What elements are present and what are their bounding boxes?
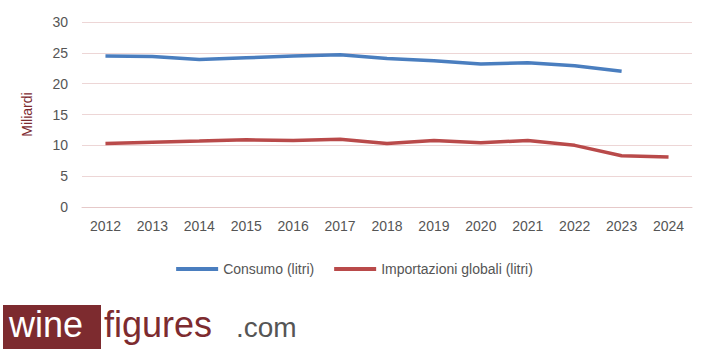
svg-text:2019: 2019 (418, 218, 449, 234)
svg-text:2023: 2023 (606, 218, 637, 234)
svg-text:2014: 2014 (184, 218, 215, 234)
svg-text:.com: .com (236, 312, 297, 343)
svg-text:10: 10 (52, 137, 68, 153)
svg-text:figures: figures (104, 304, 212, 345)
svg-text:Importazioni globali (litri): Importazioni globali (litri) (381, 261, 533, 277)
svg-text:25: 25 (52, 45, 68, 61)
svg-text:30: 30 (52, 14, 68, 30)
svg-text:2015: 2015 (231, 218, 262, 234)
svg-text:20: 20 (52, 76, 68, 92)
svg-text:2018: 2018 (371, 218, 402, 234)
svg-text:2021: 2021 (512, 218, 543, 234)
svg-text:5: 5 (60, 168, 68, 184)
svg-text:Consumo (litri): Consumo (litri) (223, 261, 314, 277)
svg-text:2024: 2024 (653, 218, 684, 234)
svg-text:2022: 2022 (559, 218, 590, 234)
svg-text:2013: 2013 (137, 218, 168, 234)
svg-text:Miliardi: Miliardi (19, 92, 35, 136)
svg-text:2017: 2017 (324, 218, 355, 234)
svg-text:2016: 2016 (278, 218, 309, 234)
svg-text:2020: 2020 (465, 218, 496, 234)
svg-text:0: 0 (60, 199, 68, 215)
svg-text:2012: 2012 (90, 218, 121, 234)
svg-text:15: 15 (52, 107, 68, 123)
svg-text:wine: wine (8, 304, 83, 345)
